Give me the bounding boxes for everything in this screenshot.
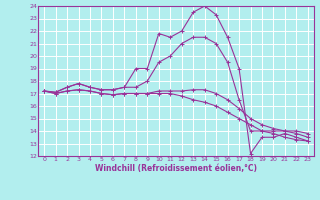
- X-axis label: Windchill (Refroidissement éolien,°C): Windchill (Refroidissement éolien,°C): [95, 164, 257, 173]
